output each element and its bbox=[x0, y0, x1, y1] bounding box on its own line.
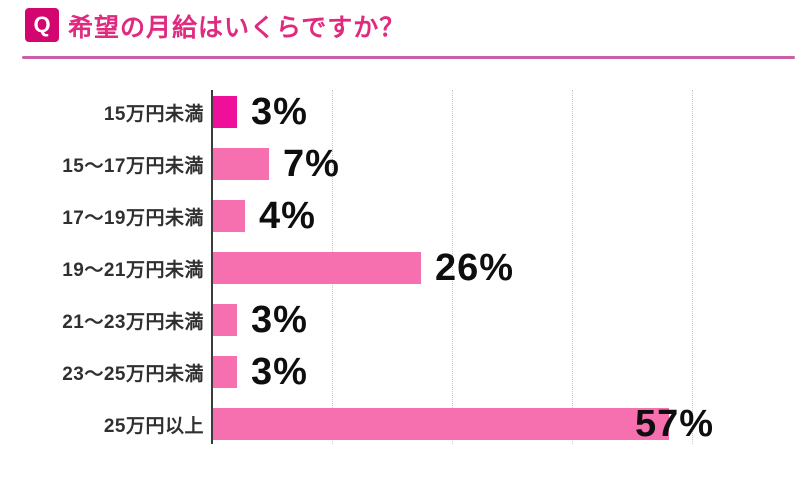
bar bbox=[213, 148, 269, 180]
header-divider bbox=[22, 56, 795, 59]
bar bbox=[213, 252, 421, 284]
page-title: 希望の月給はいくらですか？ bbox=[68, 14, 406, 42]
category-label: 25万円以上 bbox=[103, 415, 204, 437]
gridline bbox=[572, 90, 573, 444]
category-label: 15〜17万円未満 bbox=[62, 155, 204, 177]
category-label: 17〜19万円未満 bbox=[62, 207, 204, 229]
gridline bbox=[692, 90, 693, 444]
bar bbox=[213, 408, 669, 440]
question-badge-label: Q bbox=[33, 12, 51, 37]
category-label: 19〜21万円未満 bbox=[62, 259, 204, 281]
bar bbox=[213, 200, 245, 232]
value-label: 26% bbox=[435, 246, 515, 289]
value-label: 3% bbox=[251, 90, 308, 133]
value-label: 57% bbox=[635, 402, 715, 445]
category-label: 15万円未満 bbox=[103, 103, 204, 125]
category-label: 21〜23万円未満 bbox=[62, 311, 204, 333]
gridline bbox=[452, 90, 453, 444]
value-label: 3% bbox=[251, 350, 308, 393]
question-badge: Q bbox=[25, 8, 59, 42]
bar bbox=[213, 304, 237, 336]
bar bbox=[213, 356, 237, 388]
value-label: 4% bbox=[259, 194, 316, 237]
y-axis-line bbox=[211, 90, 213, 444]
bar bbox=[213, 96, 237, 128]
category-label: 23〜25万円未満 bbox=[62, 363, 204, 385]
value-label: 3% bbox=[251, 298, 308, 341]
value-label: 7% bbox=[283, 142, 340, 185]
